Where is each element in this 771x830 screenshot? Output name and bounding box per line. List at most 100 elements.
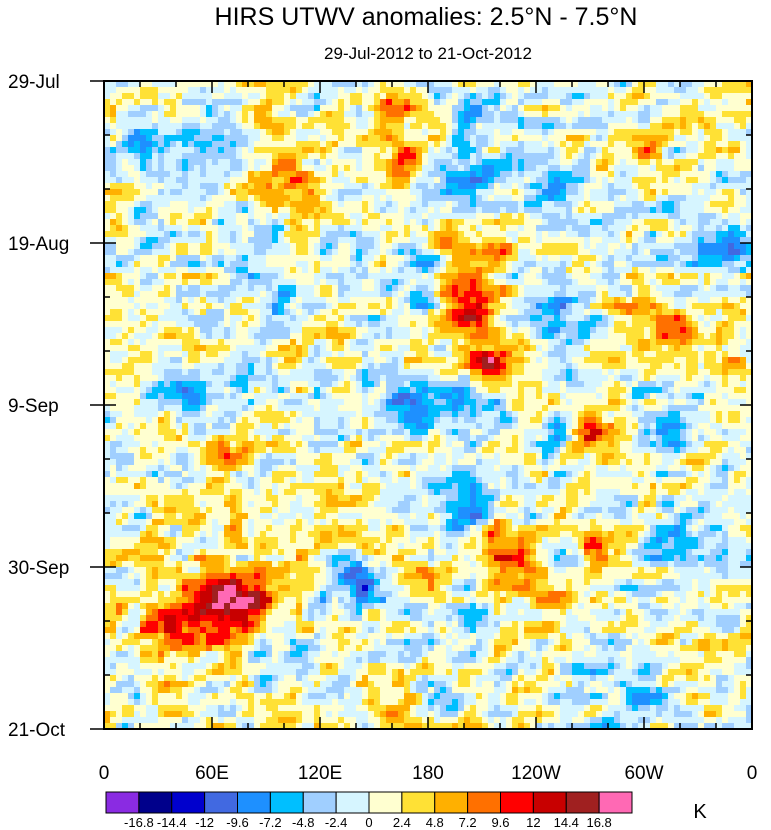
heatmap-cell [182,213,189,220]
heatmap-cell [668,93,675,100]
heatmap-cell [386,105,393,112]
heatmap-cell [704,207,711,214]
heatmap-cell [572,237,579,244]
heatmap-cell [566,273,573,280]
heatmap-cell [554,165,561,172]
heatmap-cell [128,231,135,238]
heatmap-cell [584,333,591,340]
heatmap-cell [212,165,219,172]
heatmap-cell [476,105,483,112]
heatmap-cell [236,153,243,160]
heatmap-cell [476,243,483,250]
heatmap-cell [296,81,303,88]
heatmap-cell [170,141,177,148]
heatmap-cell [320,141,327,148]
heatmap-cell [422,327,429,334]
heatmap-cell [368,273,375,280]
heatmap-cell [680,81,687,88]
heatmap-cell [626,177,633,184]
heatmap-cell [500,81,507,88]
heatmap-cell [668,291,675,298]
heatmap-cell [302,201,309,208]
heatmap-cell [434,87,441,94]
heatmap-cell [338,123,345,130]
heatmap-cell [662,255,669,262]
heatmap-cell [212,357,219,364]
heatmap-cell [392,105,399,112]
heatmap-cell [164,297,171,304]
heatmap-cell [356,291,363,298]
heatmap-cell [686,177,693,184]
heatmap-cell [284,147,291,154]
heatmap-cell [152,339,159,346]
heatmap-cell [158,309,165,316]
heatmap-cell [278,237,285,244]
heatmap-cell [302,327,309,334]
heatmap-cell [494,321,501,328]
heatmap-cell [434,279,441,286]
heatmap-cell [266,315,273,322]
heatmap-cell [122,321,129,328]
heatmap-cell [242,93,249,100]
heatmap-cell [122,81,129,88]
heatmap-cell [272,249,279,256]
heatmap-cell [674,183,681,190]
heatmap-cell [266,249,273,256]
heatmap-cell [164,327,171,334]
heatmap-cell [536,351,543,358]
heatmap-cell [386,195,393,202]
heatmap-cell [644,171,651,178]
heatmap-cell [464,333,471,340]
heatmap-cell [230,213,237,220]
heatmap-cell [176,111,183,118]
heatmap-cell [650,285,657,292]
heatmap-cell [578,243,585,250]
heatmap-cell [644,303,651,310]
heatmap-cell [512,213,519,220]
heatmap-cell [206,327,213,334]
heatmap-cell [422,207,429,214]
heatmap-cell [122,159,129,166]
heatmap-cell [260,213,267,220]
heatmap-cell [110,225,117,232]
heatmap-cell [596,291,603,298]
heatmap-cell [176,345,183,352]
heatmap-cell [566,201,573,208]
heatmap-cell [638,177,645,184]
heatmap-cell [704,333,711,340]
heatmap-cell [452,165,459,172]
heatmap-cell [164,81,171,88]
heatmap-cell [302,309,309,316]
heatmap-cell [674,273,681,280]
heatmap-cell [290,333,297,340]
heatmap-cell [698,309,705,316]
heatmap-cell [548,333,555,340]
heatmap-cell [236,219,243,226]
heatmap-cell [500,195,507,202]
heatmap-cell [716,327,723,334]
heatmap-cell [332,345,339,352]
heatmap-cell [266,297,273,304]
heatmap-cell [212,273,219,280]
heatmap-cell [716,165,723,172]
heatmap-cell [110,249,117,256]
heatmap-cell [722,279,729,286]
heatmap-cell [698,213,705,220]
heatmap-cell [128,201,135,208]
heatmap-cell [146,345,153,352]
heatmap-cell [608,153,615,160]
heatmap-cell [740,117,747,124]
heatmap-cell [686,255,693,262]
heatmap-cell [686,105,693,112]
heatmap-cell [290,243,297,250]
heatmap-cell [704,147,711,154]
heatmap-cell [206,279,213,286]
heatmap-cell [254,123,261,130]
heatmap-cell [146,195,153,202]
heatmap-cell [290,321,297,328]
heatmap-cell [710,81,717,88]
heatmap-cell [332,273,339,280]
heatmap-cell [548,285,555,292]
heatmap-cell [608,315,615,322]
heatmap-cell [536,249,543,256]
